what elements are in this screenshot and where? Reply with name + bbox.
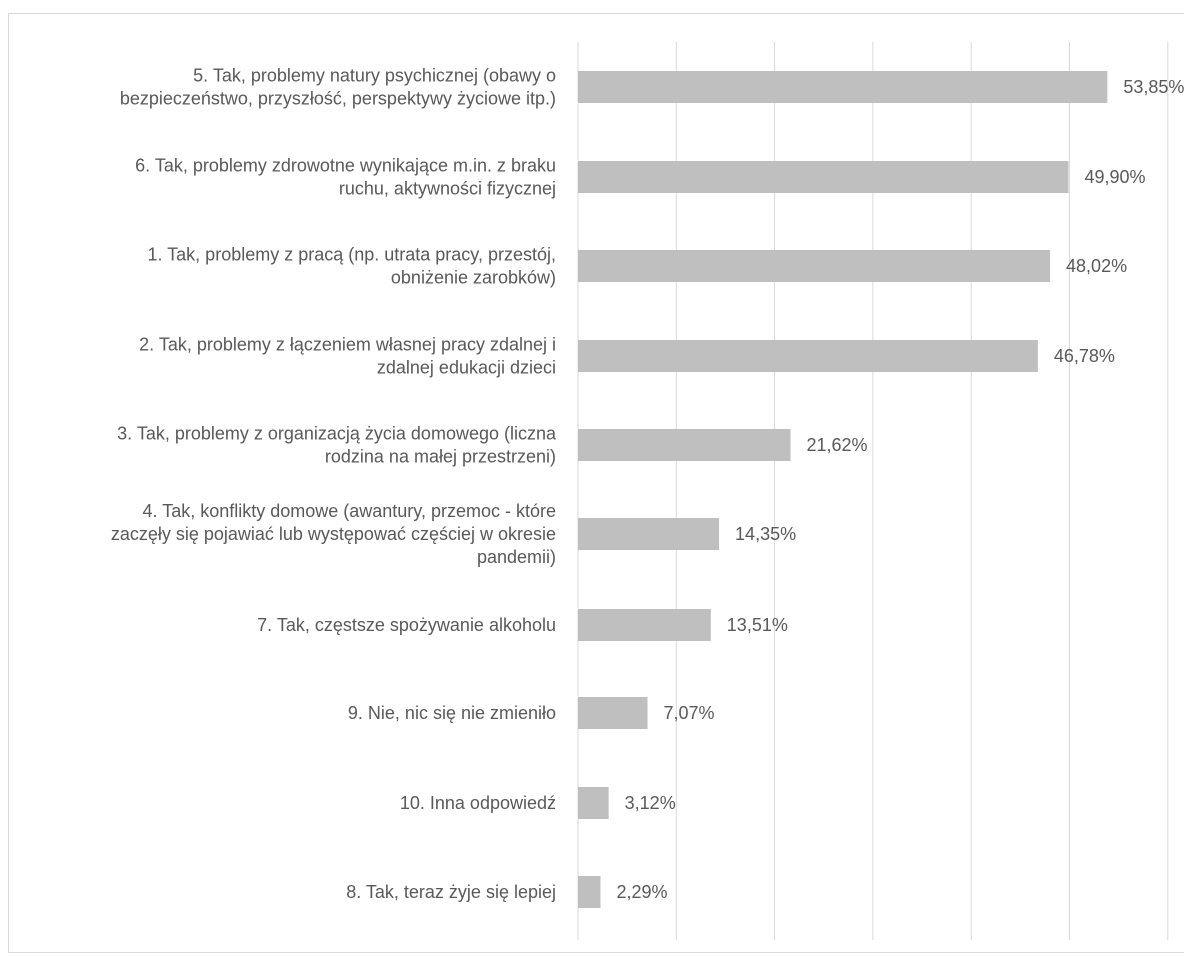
data-label: 2,29% xyxy=(617,882,668,902)
category-label-line: 9. Nie, nic się nie zmieniło xyxy=(348,703,556,723)
bar xyxy=(578,161,1069,193)
data-label: 46,78% xyxy=(1054,346,1115,366)
category-label-line: rodzina na małej przestrzeni) xyxy=(325,447,556,467)
category-label-line: 10. Inna odpowiedź xyxy=(400,793,556,813)
category-label: 4. Tak, konflikty domowe (awantury, prze… xyxy=(111,501,556,567)
data-label: 3,12% xyxy=(625,793,676,813)
data-label: 13,51% xyxy=(727,615,788,635)
data-label: 14,35% xyxy=(735,524,796,544)
category-label-line: 3. Tak, problemy z organizacją życia dom… xyxy=(117,424,557,444)
data-label: 48,02% xyxy=(1066,256,1127,276)
category-label-line: 7. Tak, częstsze spożywanie alkoholu xyxy=(257,615,556,635)
category-label: 7. Tak, częstsze spożywanie alkoholu xyxy=(257,615,556,635)
bar xyxy=(578,429,791,461)
category-label-line: 6. Tak, problemy zdrowotne wynikające m.… xyxy=(135,156,556,176)
category-label-line: 1. Tak, problemy z pracą (np. utrata pra… xyxy=(147,245,556,265)
data-label: 49,90% xyxy=(1085,167,1146,187)
category-label-line: obniżenie zarobków) xyxy=(391,268,556,288)
category-label: 8. Tak, teraz żyje się lepiej xyxy=(346,882,556,902)
bars xyxy=(578,71,1108,908)
data-label: 7,07% xyxy=(663,703,714,723)
bar xyxy=(578,876,601,908)
category-label: 3. Tak, problemy z organizacją życia dom… xyxy=(117,424,557,467)
category-label: 5. Tak, problemy natury psychicznej (oba… xyxy=(120,66,556,109)
bar xyxy=(578,787,609,819)
category-label-line: bezpieczeństwo, przyszłość, perspektywy … xyxy=(120,89,556,109)
category-label: 6. Tak, problemy zdrowotne wynikające m.… xyxy=(135,156,556,199)
category-label-line: 2. Tak, problemy z łączeniem własnej pra… xyxy=(139,335,556,355)
category-label-line: 8. Tak, teraz żyje się lepiej xyxy=(346,882,556,902)
bar xyxy=(578,250,1051,282)
bar xyxy=(578,340,1038,372)
category-label-line: 4. Tak, konflikty domowe (awantury, prze… xyxy=(143,501,557,521)
bar xyxy=(578,697,648,729)
category-label: 10. Inna odpowiedź xyxy=(400,793,556,813)
category-label-line: zaczęły się pojawiać lub występować częś… xyxy=(111,524,556,544)
category-label-line: 5. Tak, problemy natury psychicznej (oba… xyxy=(193,66,556,86)
category-label-line: zdalnej edukacji dzieci xyxy=(377,358,556,378)
value-labels: 53,85% 49,90% 48,02% 46,78% 21,62% 14,35% 13,5… xyxy=(617,77,1184,902)
category-label-line: pandemii) xyxy=(477,547,556,567)
bar xyxy=(578,71,1108,103)
category-label: 9. Nie, nic się nie zmieniło xyxy=(348,703,556,723)
category-label: 2. Tak, problemy z łączeniem własnej pra… xyxy=(139,335,556,378)
data-label: 53,85% xyxy=(1123,77,1184,97)
data-label: 21,62% xyxy=(807,435,868,455)
category-label: 1. Tak, problemy z pracą (np. utrata pra… xyxy=(147,245,556,288)
category-label-line: ruchu, aktywności fizycznej xyxy=(339,179,556,199)
bar xyxy=(578,609,711,641)
category-labels: 5. Tak, problemy natury psychicznej (oba… xyxy=(111,66,557,903)
bar xyxy=(578,518,720,550)
